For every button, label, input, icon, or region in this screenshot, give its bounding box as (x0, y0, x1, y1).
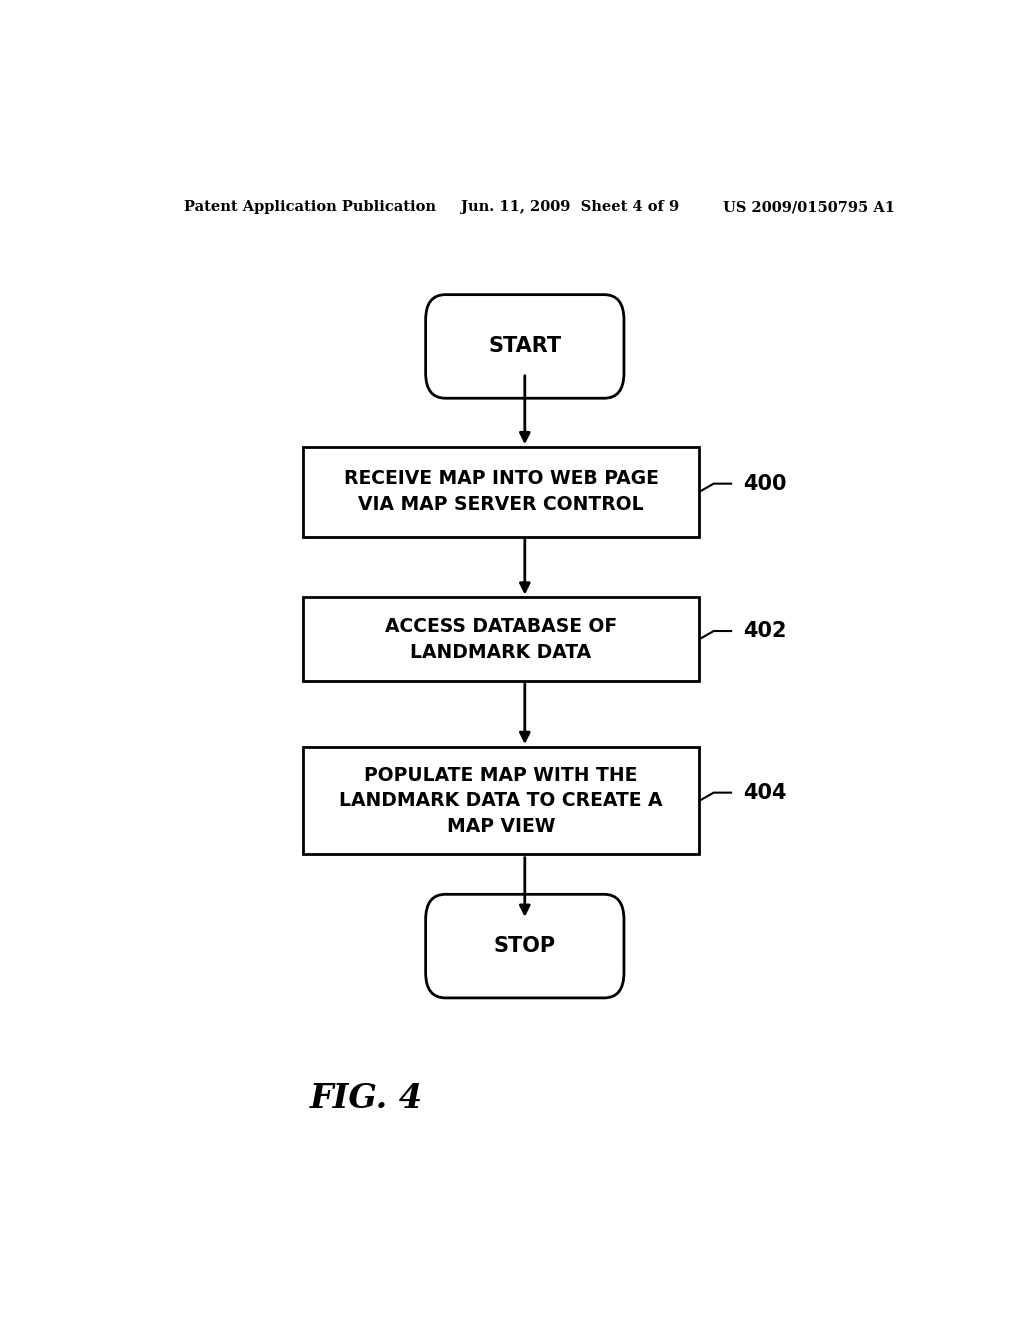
Text: Jun. 11, 2009  Sheet 4 of 9: Jun. 11, 2009 Sheet 4 of 9 (461, 201, 680, 214)
FancyBboxPatch shape (426, 895, 624, 998)
Text: ACCESS DATABASE OF
LANDMARK DATA: ACCESS DATABASE OF LANDMARK DATA (385, 616, 617, 661)
FancyBboxPatch shape (303, 598, 699, 681)
Text: START: START (488, 337, 561, 356)
Text: STOP: STOP (494, 936, 556, 956)
Text: Patent Application Publication: Patent Application Publication (183, 201, 435, 214)
Text: 402: 402 (743, 620, 786, 642)
FancyBboxPatch shape (303, 447, 699, 536)
Text: 400: 400 (743, 474, 786, 494)
Text: RECEIVE MAP INTO WEB PAGE
VIA MAP SERVER CONTROL: RECEIVE MAP INTO WEB PAGE VIA MAP SERVER… (344, 470, 658, 515)
Text: US 2009/0150795 A1: US 2009/0150795 A1 (723, 201, 895, 214)
Text: FIG. 4: FIG. 4 (309, 1082, 423, 1115)
Text: 404: 404 (743, 783, 786, 803)
FancyBboxPatch shape (303, 747, 699, 854)
FancyBboxPatch shape (426, 294, 624, 399)
Text: POPULATE MAP WITH THE
LANDMARK DATA TO CREATE A
MAP VIEW: POPULATE MAP WITH THE LANDMARK DATA TO C… (339, 766, 663, 836)
